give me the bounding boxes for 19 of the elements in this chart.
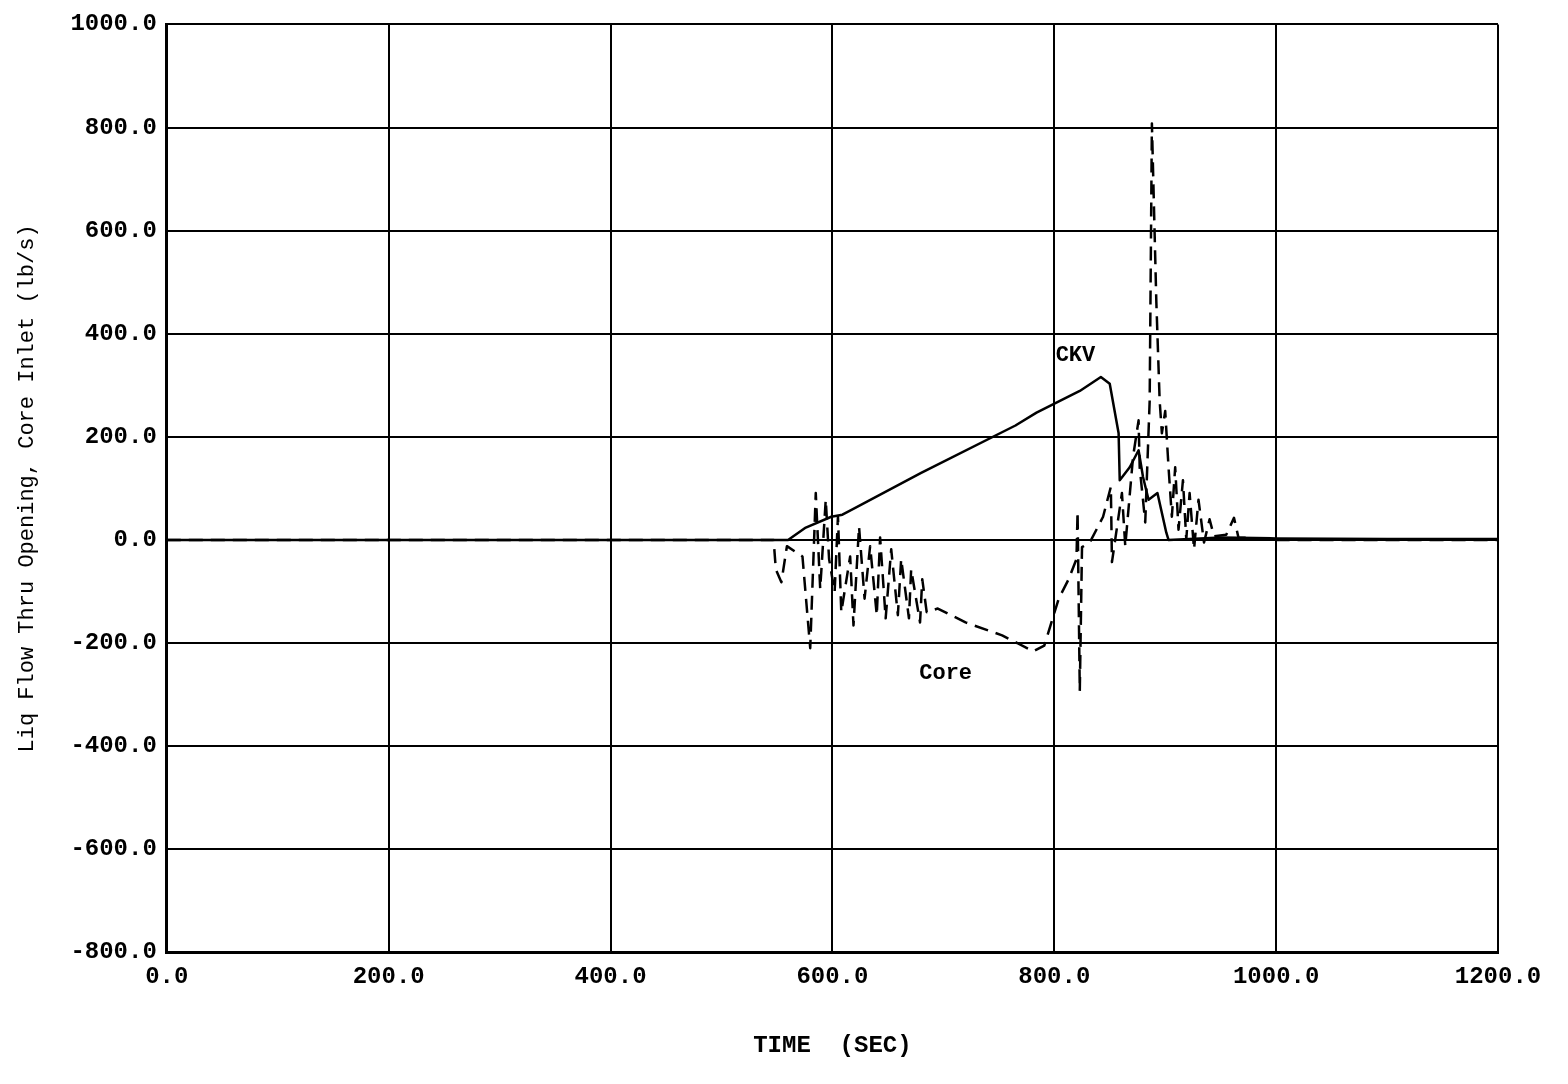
y-axis-title: Liq Flow Thru Opening, Core Inlet (lb/s) bbox=[15, 224, 41, 753]
x-tick-label: 1200.0 bbox=[1454, 962, 1542, 990]
x-tick-label: 800.0 bbox=[1018, 962, 1091, 990]
x-tick-label: 600.0 bbox=[796, 962, 869, 990]
y-tick-label: -400.0 bbox=[70, 732, 157, 760]
y-tick-label: 800.0 bbox=[84, 113, 157, 141]
y-tick-label: 600.0 bbox=[84, 216, 157, 244]
y-tick-label: 200.0 bbox=[84, 422, 157, 450]
series-label: Core bbox=[919, 660, 973, 686]
x-tick-label: 200.0 bbox=[352, 962, 425, 990]
x-tick-label: 1000.0 bbox=[1232, 962, 1320, 990]
y-tick-label: 400.0 bbox=[84, 319, 157, 347]
y-tick-label: 0.0 bbox=[113, 526, 157, 553]
x-axis-title: TIME (SEC) bbox=[753, 1031, 912, 1059]
y-tick-label: 1000.0 bbox=[70, 10, 157, 38]
y-tick-label: -200.0 bbox=[70, 629, 157, 657]
series-label: CKV bbox=[1055, 343, 1097, 369]
y-tick-label: -600.0 bbox=[70, 835, 157, 863]
x-tick-label: 400.0 bbox=[574, 962, 647, 990]
